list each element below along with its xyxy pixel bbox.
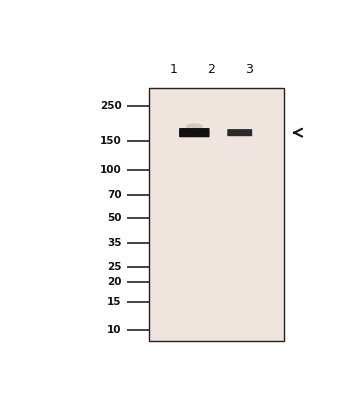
Text: 10: 10 [107, 326, 121, 336]
Text: 25: 25 [107, 262, 121, 272]
Ellipse shape [186, 124, 203, 130]
Text: 3: 3 [245, 63, 253, 76]
FancyBboxPatch shape [179, 128, 209, 137]
Text: 150: 150 [100, 136, 121, 146]
Text: 50: 50 [107, 213, 121, 223]
Text: 100: 100 [100, 165, 121, 175]
Text: 35: 35 [107, 238, 121, 248]
Text: 2: 2 [207, 63, 215, 76]
Text: 70: 70 [107, 190, 121, 200]
Text: 15: 15 [107, 297, 121, 307]
FancyBboxPatch shape [227, 129, 252, 136]
Bar [149, 88, 284, 341]
Text: 250: 250 [100, 101, 121, 111]
Text: 1: 1 [170, 63, 178, 76]
Text: 20: 20 [107, 277, 121, 287]
